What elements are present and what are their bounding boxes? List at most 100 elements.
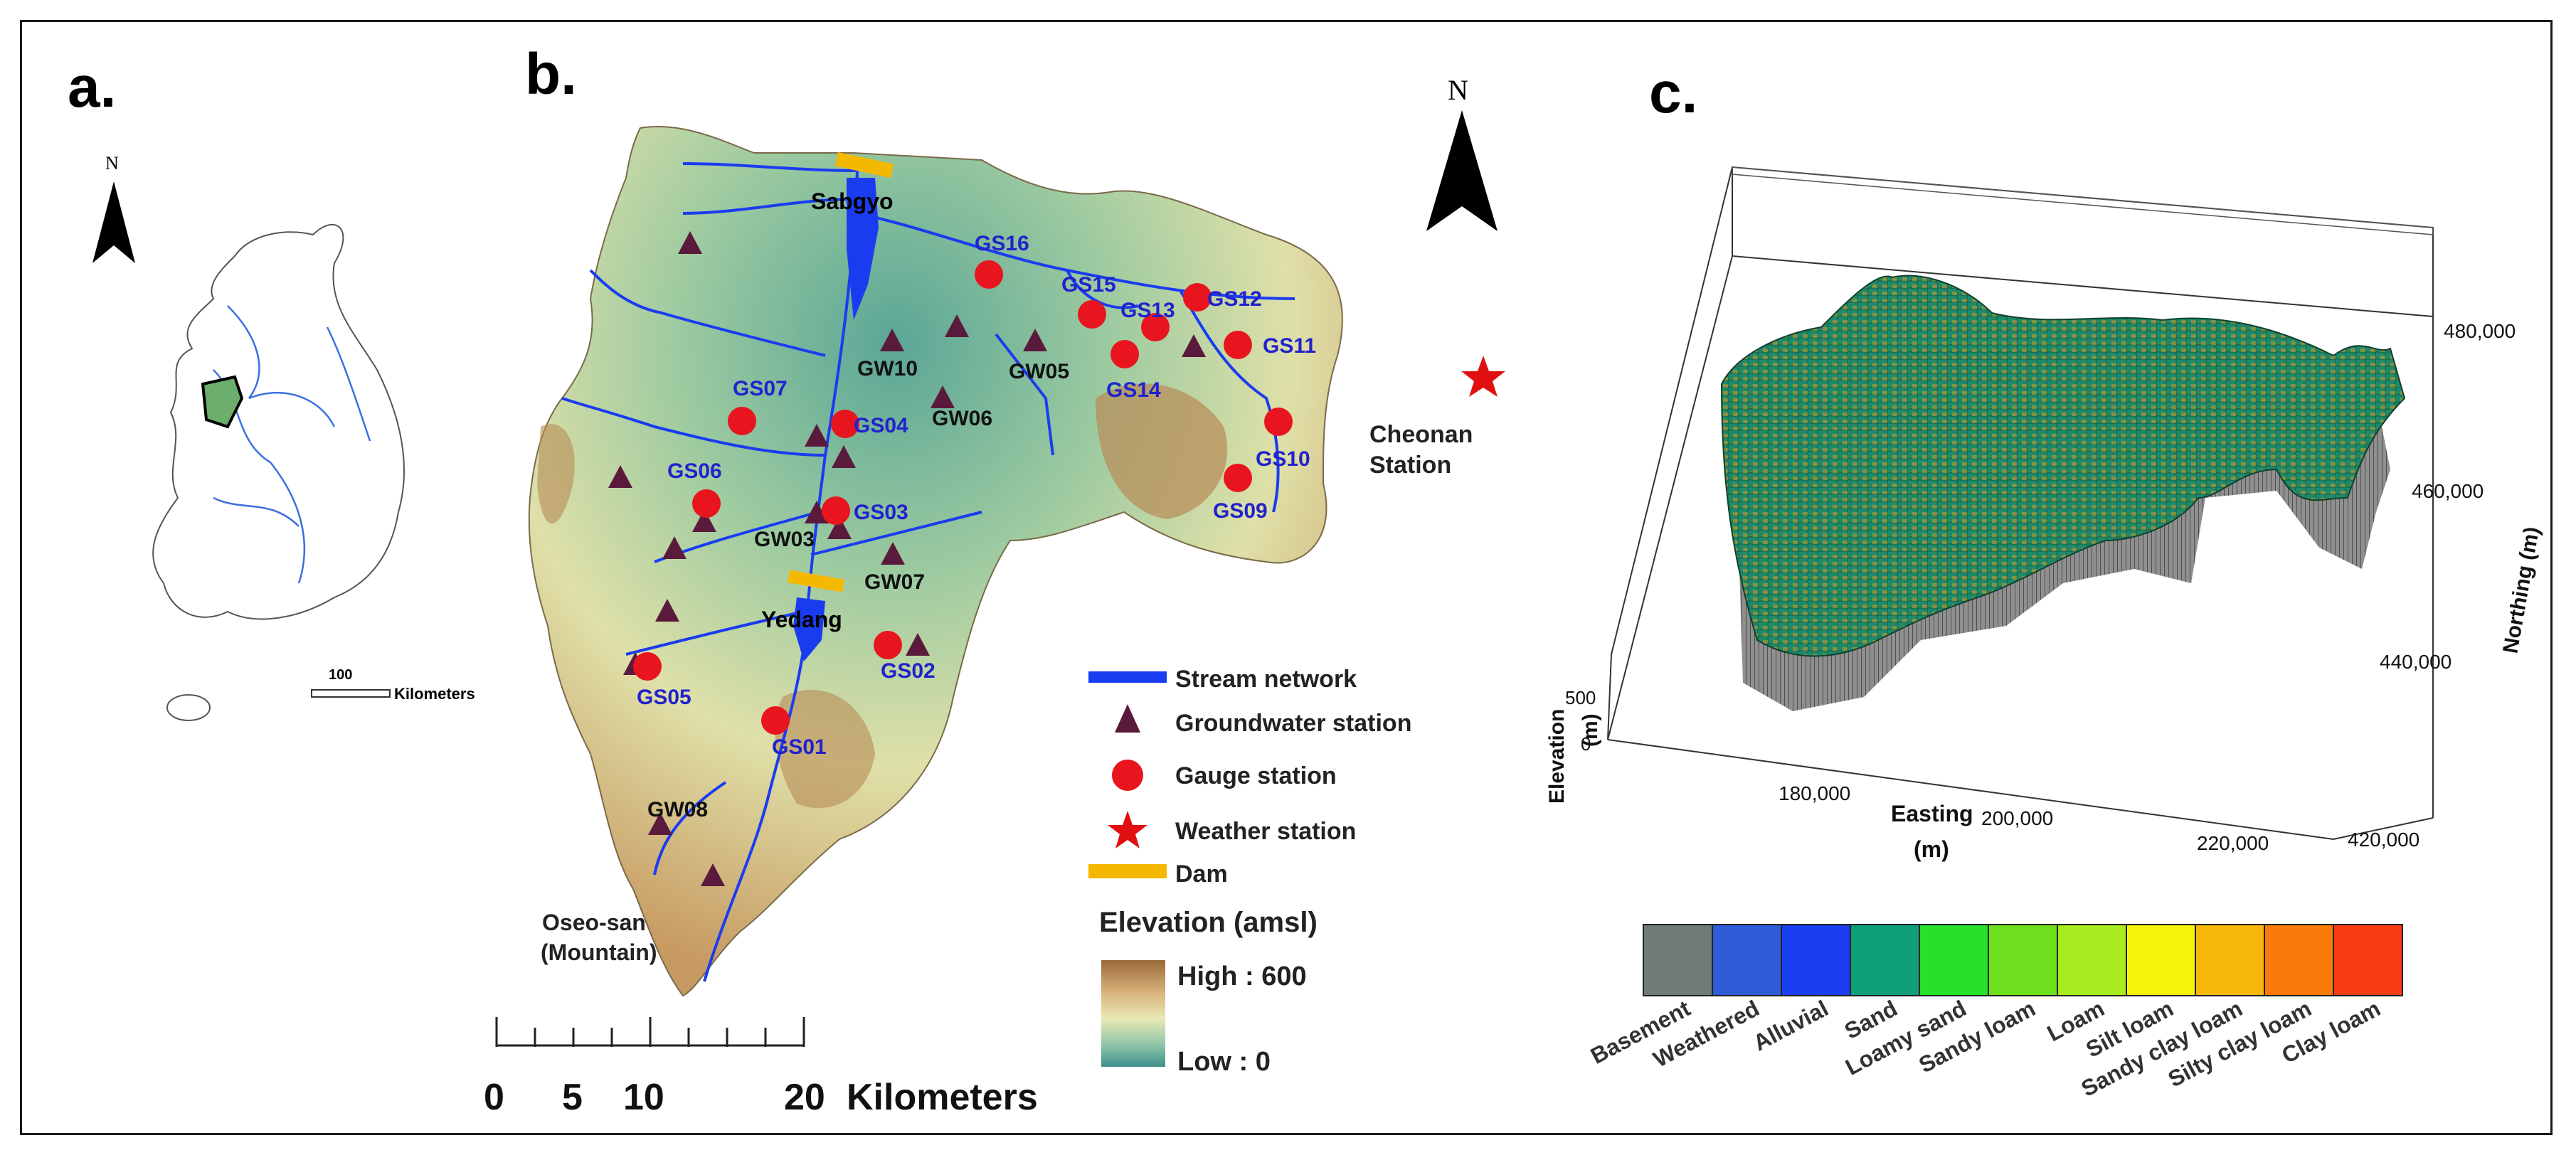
- gauge-station-gs11: [1224, 331, 1252, 359]
- gw-label-gw08: GW08: [647, 798, 708, 821]
- place-sabgyo: Sabgyo: [811, 188, 894, 214]
- gauge-station-gs09: [1224, 464, 1252, 492]
- jeju-island: [166, 694, 211, 721]
- panel-c: c. Elevation (m) 500 0 180,000 200,000 2…: [1545, 60, 2544, 1102]
- easting-tick-200000: 200,000: [1981, 807, 2053, 829]
- gauge-station-gs02: [874, 631, 902, 659]
- study-area-highlight: [201, 375, 244, 429]
- material-swatch: [1850, 924, 1920, 996]
- place-cheonan-1: Cheonan: [1369, 421, 1473, 448]
- legend-elev-low: Low : 0: [1177, 1047, 1271, 1077]
- gauge-station-gs14: [1111, 340, 1139, 368]
- legend-groundwater-icon: [1115, 704, 1140, 733]
- elevation-axis-title: Elevation: [1545, 709, 1569, 804]
- legend-gauge-label: Gauge station: [1175, 762, 1337, 789]
- place-oseo-2: (Mountain): [541, 940, 657, 965]
- material-swatch: [2126, 924, 2196, 996]
- northing-tick-460000: 460,000: [2412, 480, 2484, 502]
- map-legend: Stream network Groundwater station Gauge…: [1088, 666, 1411, 1077]
- gs-label-gs03: GS03: [854, 501, 908, 524]
- scale-bar: [311, 689, 391, 698]
- north-arrow-icon: [92, 181, 135, 263]
- legend-stream-swatch: [1088, 671, 1167, 683]
- material-swatch: [1988, 924, 2058, 996]
- scale-unit-b: Kilometers: [847, 1077, 1038, 1118]
- terrain-mesh: [1720, 275, 2406, 657]
- legend-weather-label: Weather station: [1175, 818, 1356, 845]
- gs-label-gs12: GS12: [1207, 287, 1262, 311]
- gw-label-gw03: GW03: [754, 528, 815, 551]
- gauge-station-gs06: [692, 489, 721, 518]
- highland-south: [775, 689, 875, 809]
- plot-box: [1607, 166, 2434, 841]
- material-swatch: [2333, 924, 2403, 996]
- easting-axis-title: Easting: [1891, 801, 1973, 826]
- easting-tick-220000: 220,000: [2197, 832, 2269, 854]
- gauge-station-gs04: [831, 410, 859, 438]
- scale-value: 100: [329, 667, 352, 683]
- gs-label-gs02: GS02: [881, 659, 935, 683]
- dam-yedang: [788, 570, 844, 592]
- gw-label-gw10: GW10: [857, 357, 918, 380]
- panel-a-label: a.: [68, 55, 116, 119]
- scale-label-20: 20: [784, 1077, 825, 1118]
- north-label: N: [105, 153, 119, 174]
- scale-label-5: 5: [562, 1077, 583, 1118]
- basin-terrain: [528, 126, 1343, 997]
- panel-b: b. Sabgyo Yedang Oseo-san (Mountain) Che…: [484, 42, 1505, 1118]
- gauge-station-gs16: [975, 260, 1003, 289]
- scale-label-10: 10: [623, 1077, 664, 1118]
- plot-box-top: [1732, 166, 2434, 235]
- material-swatch: [1712, 924, 1782, 996]
- groundwater-marker: [678, 231, 702, 254]
- scale-label-0: 0: [484, 1077, 504, 1118]
- legend-dam-label: Dam: [1175, 861, 1228, 888]
- groundwater-station-gw03: [805, 501, 829, 523]
- elevation-axis-unit: (m): [1579, 713, 1602, 747]
- groundwater-marker: [608, 465, 632, 488]
- groundwater-stations: GW03 GW05 GW06 GW07 GW08 GW10: [608, 231, 1206, 886]
- gauge-station-gs07: [728, 407, 756, 435]
- gs-label-gs04: GS04: [854, 414, 908, 437]
- legend-groundwater-label: Groundwater station: [1175, 710, 1411, 737]
- groundwater-marker: [805, 424, 829, 447]
- legend-dam-swatch: [1088, 864, 1167, 878]
- map-scale-bar: 0 5 10 20 Kilometers: [484, 1017, 1038, 1118]
- gw-label-gw06: GW06: [932, 407, 992, 430]
- material-swatch: [1781, 924, 1851, 996]
- gauge-station-gs03: [822, 496, 850, 525]
- gauge-station-gs10: [1264, 408, 1293, 436]
- elevation-tick-500: 500: [1565, 687, 1596, 708]
- gs-label-gs09: GS09: [1213, 499, 1268, 523]
- material-swatch: [2264, 924, 2334, 996]
- place-cheonan-2: Station: [1369, 452, 1451, 479]
- gs-label-gs05: GS05: [637, 686, 691, 709]
- material-label: Alluvial: [1749, 995, 1832, 1055]
- place-yedang: Yedang: [761, 607, 842, 632]
- gs-label-gs14: GS14: [1106, 378, 1161, 402]
- groundwater-station-gw10: [880, 329, 904, 351]
- gs-label-gs07: GS07: [733, 377, 788, 400]
- panel-b-label: b.: [525, 42, 577, 107]
- dam-sabgyo: [834, 151, 894, 179]
- groundwater-station-gw06: [931, 385, 955, 408]
- gs-label-gs16: GS16: [975, 232, 1029, 255]
- gs-label-gs06: GS06: [667, 459, 722, 483]
- gs-label-gs10: GS10: [1256, 447, 1310, 471]
- northing-tick-440000: 440,000: [2380, 651, 2452, 673]
- korea-outline: [152, 223, 406, 620]
- northing-tick-480000: 480,000: [2444, 320, 2516, 342]
- groundwater-station-gw08: [648, 812, 672, 835]
- groundwater-marker: [827, 516, 852, 539]
- scale-unit: Kilometers: [394, 685, 475, 703]
- gw-label-gw05: GW05: [1009, 360, 1069, 383]
- groundwater-marker: [692, 509, 716, 532]
- gauge-station-gs12: [1183, 283, 1212, 312]
- elevation-tick-0: 0: [1581, 733, 1591, 755]
- material-swatch: [1643, 924, 1713, 996]
- place-oseo-1: Oseo-san: [542, 910, 646, 935]
- gs-label-gs01: GS01: [772, 735, 827, 759]
- groundwater-marker: [906, 633, 930, 656]
- groundwater-marker: [655, 599, 679, 622]
